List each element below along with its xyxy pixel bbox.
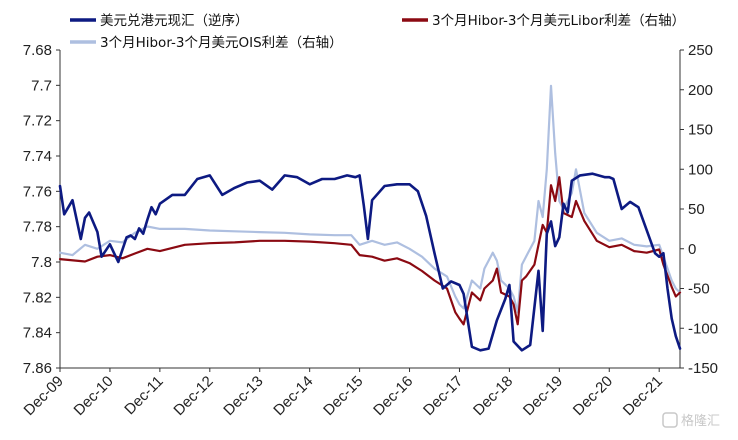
- x-tick-label: Dec-17: [420, 373, 466, 419]
- right-tick-label: 0: [688, 241, 696, 258]
- series-libor-spread-line: [58, 176, 682, 326]
- x-tick-label: Dec-10: [71, 373, 117, 419]
- left-tick-label: 7.74: [23, 148, 52, 165]
- watermark: 格隆汇: [662, 412, 720, 429]
- left-tick-label: 7.78: [23, 219, 52, 236]
- watermark-text: 格隆汇: [681, 413, 720, 429]
- x-tick-label: Dec-18: [470, 373, 516, 419]
- right-tick-label: 250: [688, 42, 713, 59]
- left-tick-label: 7.7: [31, 77, 52, 94]
- series-usd-hkd-line: [58, 172, 682, 352]
- right-tick-label: 50: [688, 201, 705, 218]
- x-tick-label: Dec-16: [370, 373, 416, 419]
- legend: 美元兑港元现汇（逆序） 3个月Hibor-3个月美元Libor利差（右轴） 3个…: [70, 13, 685, 51]
- x-tick-label: Dec-20: [570, 373, 616, 419]
- x-tick-label: Dec-14: [270, 373, 316, 419]
- x-tick-label: Dec-13: [220, 373, 266, 419]
- legend-label-ois-spread: 3个月Hibor-3个月美元OIS利差（右轴）: [100, 35, 343, 51]
- x-tick-label: Dec-09: [21, 373, 67, 419]
- right-tick-label: 150: [688, 122, 713, 139]
- x-tick-label: Dec-21: [620, 373, 666, 419]
- left-tick-label: 7.8: [31, 254, 52, 271]
- left-tick-label: 7.68: [23, 42, 52, 59]
- left-tick-label: 7.76: [23, 183, 52, 200]
- right-tick-label: 100: [688, 161, 713, 178]
- series-ois-spread-line: [58, 84, 682, 314]
- left-axis-ticks: 7.68 7.7 7.72 7.74 7.76 7.78 7.8 7.82 7.84 7.86: [23, 42, 60, 377]
- right-tick-label: -100: [688, 320, 718, 337]
- left-tick-label: 7.82: [23, 289, 52, 306]
- x-tick-label: Dec-12: [170, 373, 216, 419]
- x-tick-label: Dec-19: [520, 373, 566, 419]
- legend-label-usd-hkd: 美元兑港元现汇（逆序）: [100, 13, 249, 29]
- legend-label-libor-spread: 3个月Hibor-3个月美元Libor利差（右轴）: [432, 13, 685, 29]
- watermark-logo-icon: [662, 412, 678, 428]
- right-tick-label: -50: [688, 281, 710, 298]
- right-tick-label: -150: [688, 360, 718, 377]
- x-axis-ticks: Dec-09 Dec-10 Dec-11 Dec-12 Dec-13 Dec-14 Dec-…: [21, 368, 666, 419]
- right-tick-label: 200: [688, 82, 713, 99]
- left-tick-label: 7.72: [23, 113, 52, 130]
- left-tick-label: 7.84: [23, 325, 52, 342]
- x-tick-label: Dec-15: [320, 373, 366, 419]
- series-lines: [58, 84, 682, 352]
- left-tick-label: 7.86: [23, 360, 52, 377]
- right-axis-ticks: 250 200 150 100 50 0 -50 -100 -150: [680, 42, 718, 377]
- x-tick-label: Dec-11: [121, 373, 166, 418]
